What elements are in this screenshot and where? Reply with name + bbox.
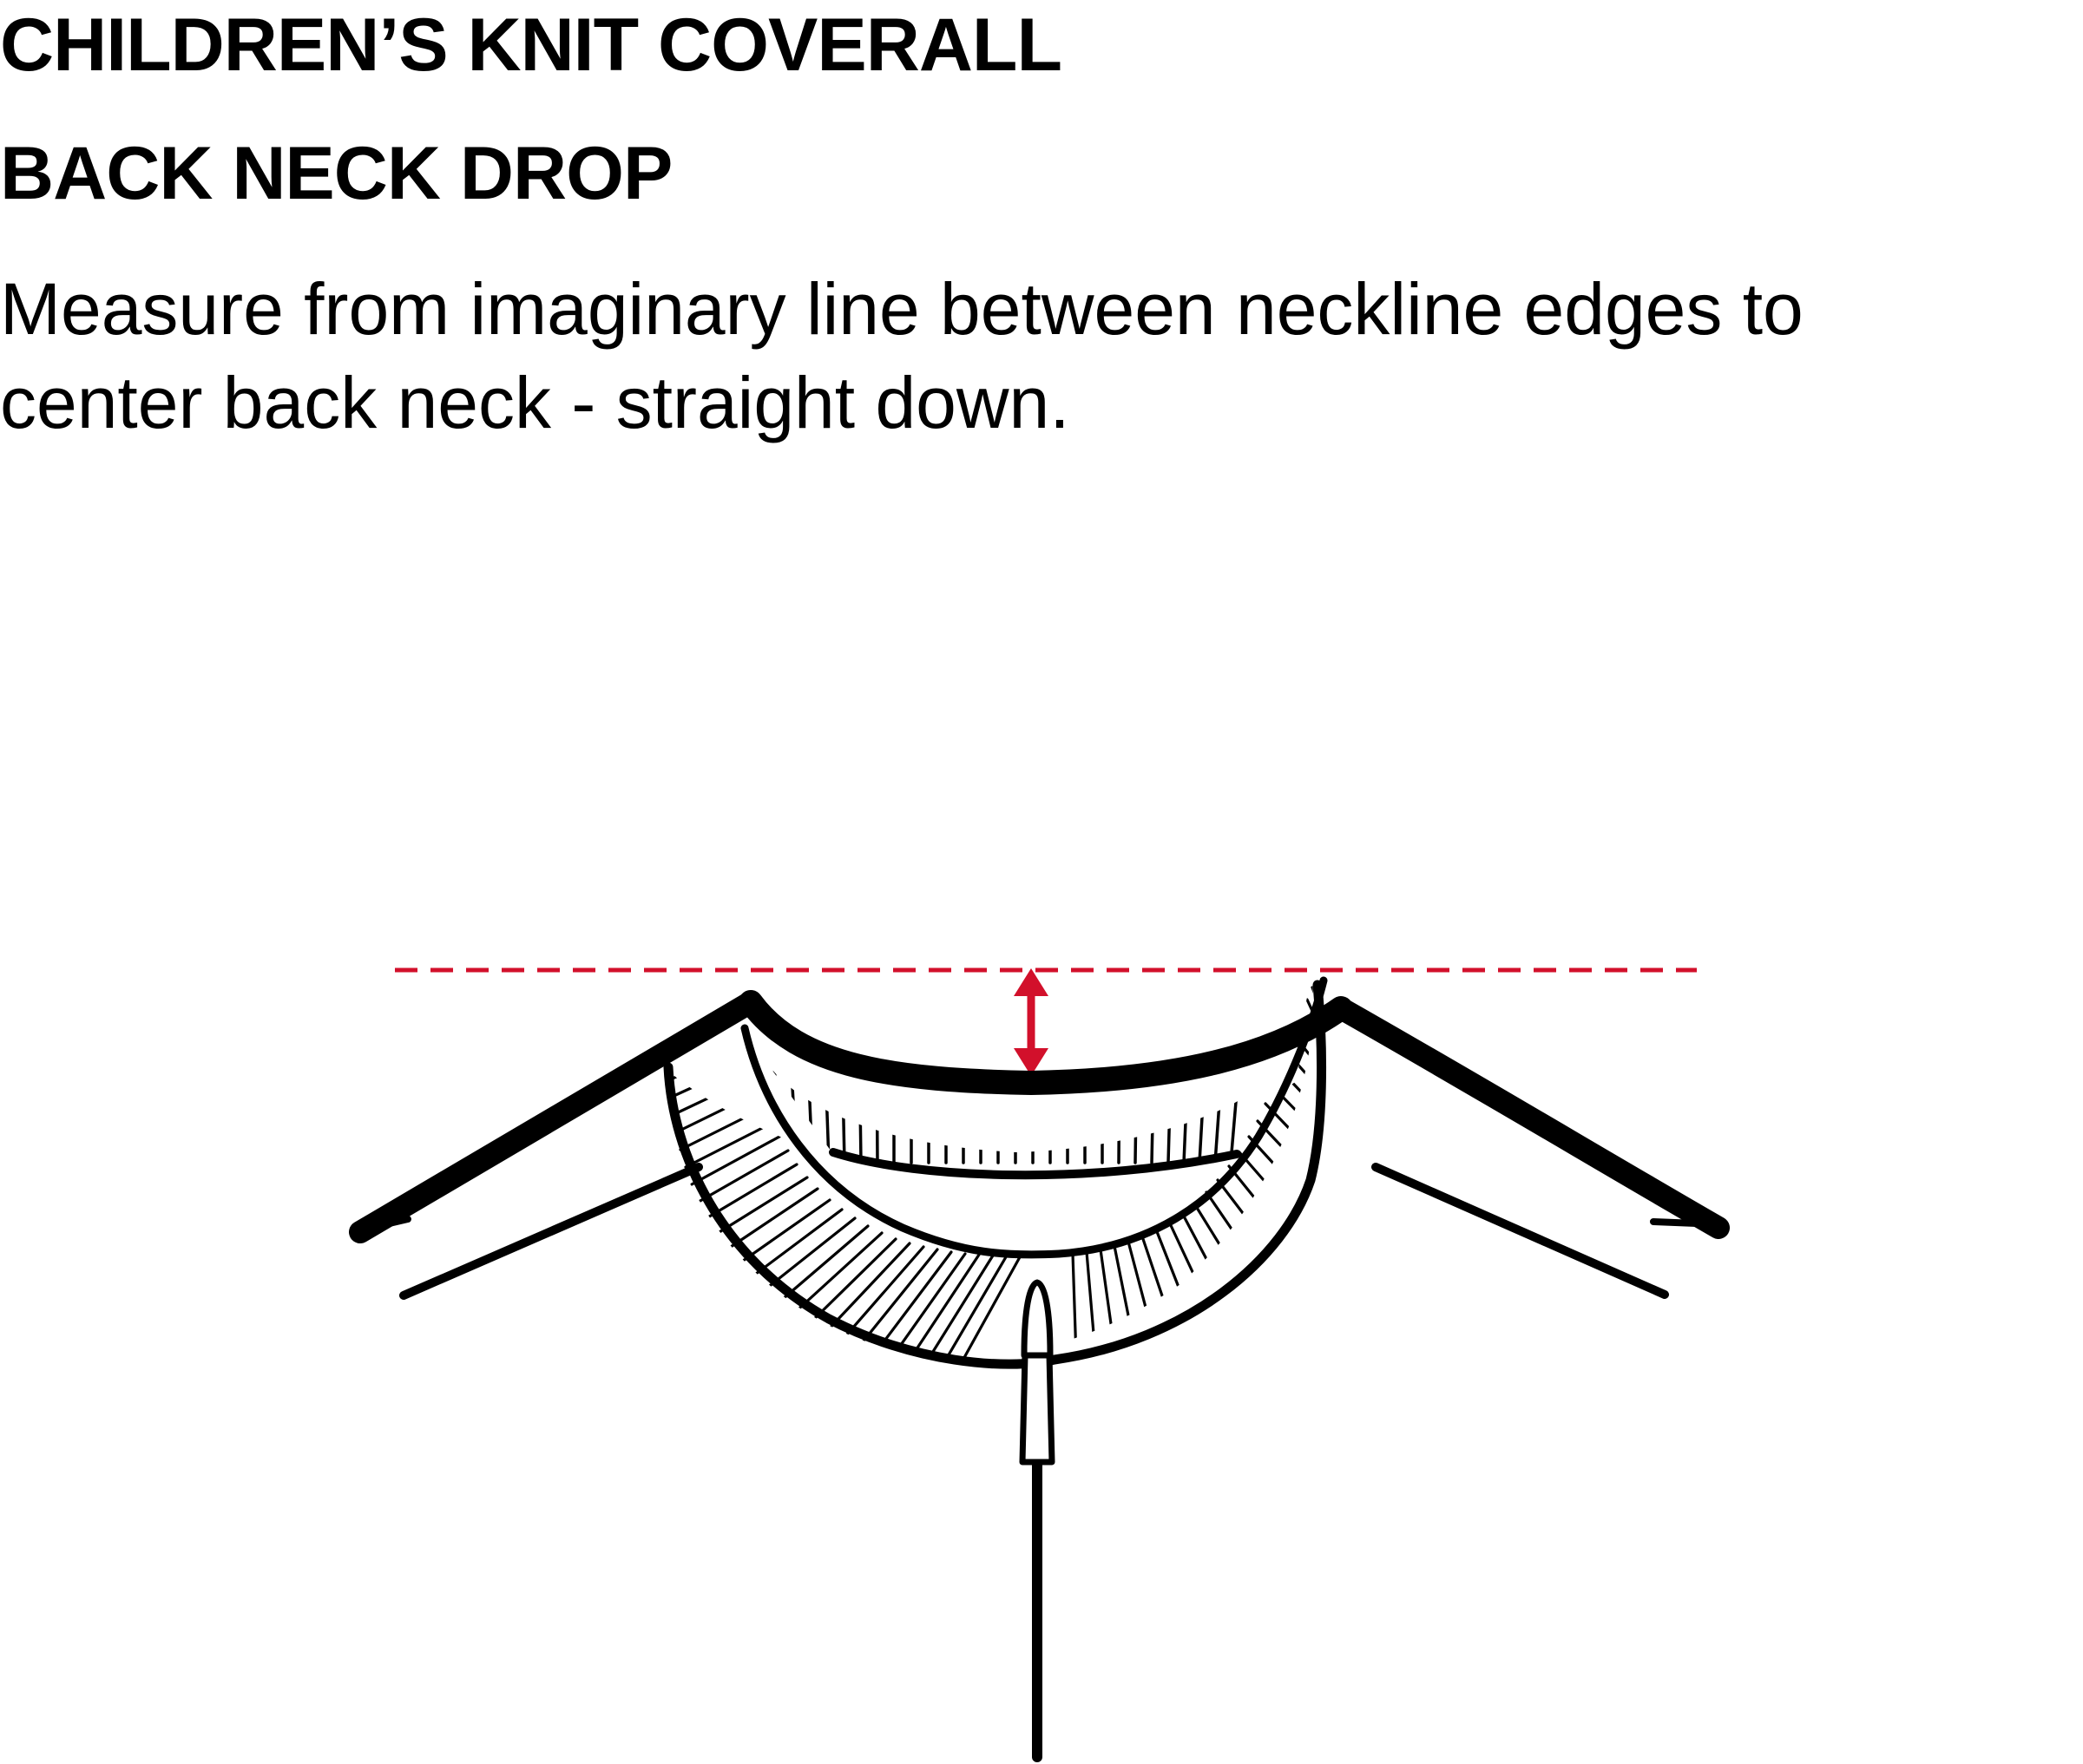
back-neckline-edge: [739, 990, 1353, 1095]
measurement-instructions: Measure from imaginary line between neck…: [0, 268, 1804, 443]
collar-inner-edge: [740, 976, 1328, 1259]
left-body-seam: [399, 1163, 703, 1300]
left-shoulder-fold: [357, 1216, 411, 1236]
right-body-seam: [1371, 1163, 1669, 1299]
collar-outer-edge: [663, 980, 1326, 1369]
zipper-pull-icon: [1019, 1279, 1055, 1466]
right-shoulder-fold: [1650, 1218, 1700, 1227]
right-shoulder-seam: [1330, 997, 1730, 1239]
measurement-arrow: [1014, 968, 1048, 1076]
left-shoulder-seam: [349, 991, 762, 1243]
section-title: BACK NECK DROP: [0, 132, 673, 215]
inner-band-bottom-edge: [829, 1148, 1241, 1180]
page-title: CHILDREN’S KNIT COVERALL: [0, 3, 1062, 87]
